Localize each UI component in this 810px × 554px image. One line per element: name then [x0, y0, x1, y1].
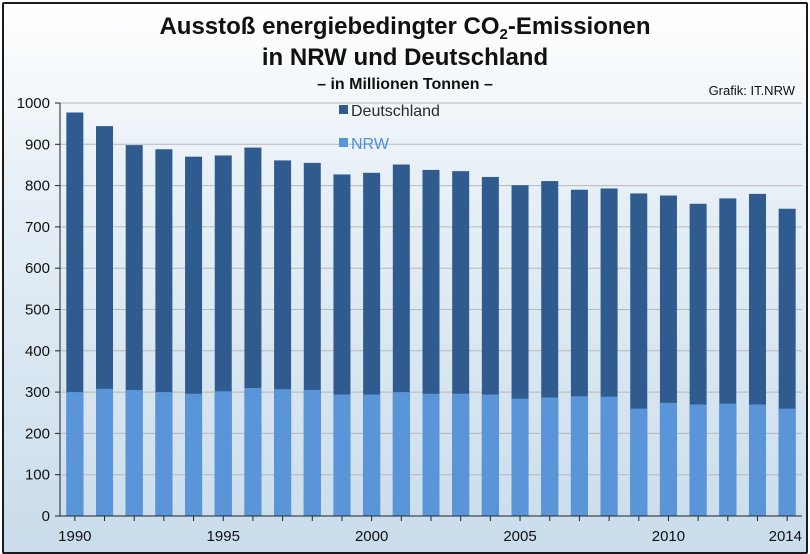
x-tick-label-2000: 2000	[355, 528, 388, 545]
legend-swatch-deutschland	[339, 105, 348, 114]
bar-nrw-2003	[452, 393, 470, 516]
legend-label-deutschland: Deutschland	[351, 103, 440, 120]
y-tick-label-500: 500	[25, 302, 50, 319]
bar-nrw-2000	[363, 394, 381, 516]
bar-nrw-2009	[630, 408, 648, 516]
bar-nrw-1997	[274, 389, 292, 516]
legend-swatch-nrw	[339, 138, 348, 147]
bar-nrw-1991	[96, 388, 114, 516]
bars	[66, 112, 796, 517]
chart: Ausstoß energiebedingter CO2-Emissionen …	[17, 13, 802, 545]
bar-nrw-1998	[303, 390, 321, 516]
bar-nrw-2006	[541, 397, 559, 516]
y-tick-label-300: 300	[25, 384, 50, 401]
bar-nrw-1990	[66, 392, 84, 516]
x-tick-label-2014: 2014	[769, 528, 802, 545]
y-tick-label-700: 700	[25, 219, 50, 236]
y-tick-label-200: 200	[25, 425, 50, 442]
x-tick-label-2005: 2005	[503, 528, 536, 545]
chart-title-line1: Ausstoß energiebedingter CO2-Emissionen	[159, 13, 650, 43]
bar-nrw-2001	[392, 392, 410, 516]
title-prefix: Ausstoß energiebedingter CO	[159, 13, 499, 40]
bar-nrw-2007	[570, 396, 588, 516]
bar-nrw-2012	[719, 403, 737, 516]
y-tick-label-100: 100	[25, 467, 50, 484]
bar-nrw-1992	[125, 390, 143, 516]
bar-nrw-1994	[185, 393, 203, 516]
bar-nrw-2002	[422, 393, 440, 516]
bar-nrw-1996	[244, 387, 262, 516]
bar-nrw-2014	[778, 408, 796, 516]
bar-nrw-2005	[511, 398, 529, 516]
y-tick-label-1000: 1000	[17, 95, 50, 112]
y-tick-label-0: 0	[42, 508, 50, 525]
y-tick-label-900: 900	[25, 136, 50, 153]
bar-nrw-1999	[333, 394, 351, 516]
bar-nrw-2004	[481, 394, 499, 516]
bar-nrw-2008	[600, 396, 618, 516]
y-tick-label-400: 400	[25, 343, 50, 360]
axes: 0 100 200 300 400 500 600 700 800 900 1000 1990 1995…	[17, 95, 802, 545]
x-tick-label-1995: 1995	[207, 528, 240, 545]
y-tick-label-800: 800	[25, 178, 50, 195]
title-suffix: -Emissionen	[508, 13, 651, 40]
x-tick-label-1990: 1990	[58, 528, 91, 545]
chart-title-line2: in NRW und Deutschland	[262, 44, 548, 71]
chart-credit: Grafik: IT.NRW	[709, 83, 796, 98]
title-subscript: 2	[500, 26, 508, 43]
bar-nrw-1993	[155, 392, 173, 516]
bar-nrw-2010	[659, 402, 677, 516]
bar-nrw-2013	[748, 404, 766, 516]
bar-nrw-1995	[214, 391, 232, 516]
legend: Deutschland NRW	[339, 103, 440, 153]
bar-nrw-2011	[689, 404, 707, 516]
x-tick-label-2010: 2010	[652, 528, 685, 545]
legend-label-nrw: NRW	[351, 136, 390, 153]
chart-subtitle: – in Millionen Tonnen –	[317, 76, 493, 93]
y-tick-label-600: 600	[25, 260, 50, 277]
